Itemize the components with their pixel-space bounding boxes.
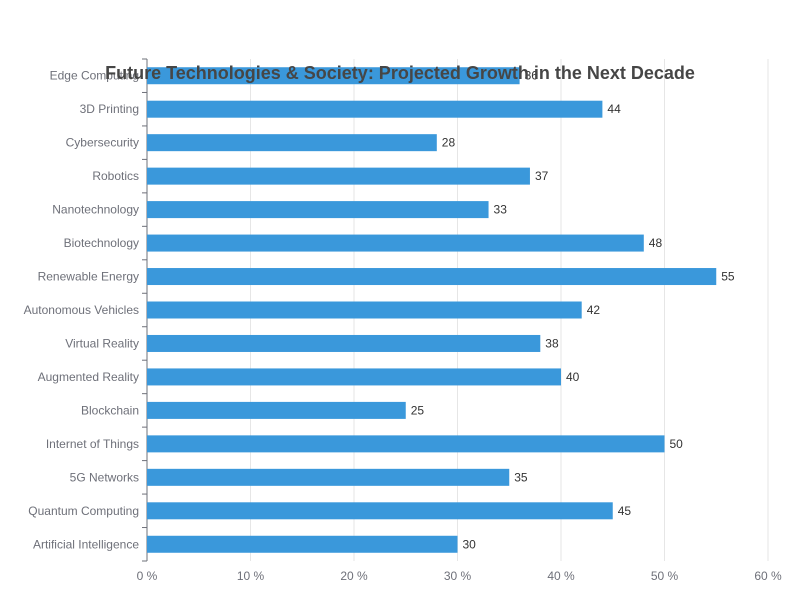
bar bbox=[147, 268, 717, 286]
bar bbox=[147, 67, 520, 85]
y-tick-label: Robotics bbox=[92, 169, 139, 183]
data-label: 30 bbox=[463, 537, 477, 551]
bar bbox=[147, 435, 665, 453]
x-tick-label: 20 % bbox=[340, 569, 368, 583]
bar bbox=[147, 401, 406, 419]
y-tick-label: Edge Computing bbox=[50, 69, 139, 83]
data-labels: 30 45 35 50 25 40 38 42 55 48 33 37 28 44 36 bbox=[411, 69, 735, 552]
bar bbox=[147, 234, 644, 252]
bar bbox=[147, 334, 541, 352]
y-tick-label: 3D Printing bbox=[80, 102, 139, 116]
data-label: 48 bbox=[649, 236, 663, 250]
bar bbox=[147, 468, 510, 486]
bar bbox=[147, 134, 437, 152]
x-tick-label: 50 % bbox=[651, 569, 679, 583]
data-label: 44 bbox=[607, 102, 621, 116]
data-label: 45 bbox=[618, 504, 632, 518]
x-tick-label: 10 % bbox=[237, 569, 265, 583]
x-tick-label: 30 % bbox=[444, 569, 472, 583]
y-tick-label: Renewable Energy bbox=[38, 270, 139, 284]
data-label: 35 bbox=[514, 470, 528, 484]
y-tick-label: Artificial Intelligence bbox=[33, 537, 139, 551]
y-tick-label: Virtual Reality bbox=[65, 336, 139, 350]
y-tick-label: Quantum Computing bbox=[28, 504, 139, 518]
x-tick-label: 0 % bbox=[137, 569, 158, 583]
y-tick-label: Blockchain bbox=[81, 403, 139, 417]
data-label: 25 bbox=[411, 403, 425, 417]
data-label: 38 bbox=[545, 336, 559, 350]
x-tick-label: 60 % bbox=[754, 569, 782, 583]
bar bbox=[147, 201, 489, 219]
bar bbox=[147, 368, 561, 386]
data-label: 36 bbox=[525, 69, 539, 83]
y-tick-label: Biotechnology bbox=[64, 236, 139, 250]
data-label: 50 bbox=[670, 437, 684, 451]
y-tick-label: Nanotechnology bbox=[52, 203, 139, 217]
y-tick-label: Cybersecurity bbox=[66, 136, 139, 150]
data-label: 28 bbox=[442, 136, 456, 150]
x-tick-label: 40 % bbox=[547, 569, 575, 583]
bar bbox=[147, 502, 613, 520]
y-tick-label: Autonomous Vehicles bbox=[24, 303, 139, 317]
bar bbox=[147, 100, 603, 118]
data-label: 42 bbox=[587, 303, 601, 317]
bar bbox=[147, 301, 582, 319]
data-label: 40 bbox=[566, 370, 580, 384]
chart-title: Future Technologies & Society: Projected… bbox=[105, 63, 695, 83]
axes: 0 % 10 % 20 % 30 % 40 % 50 % 60 % Artificial In… bbox=[24, 58, 782, 583]
data-label: 37 bbox=[535, 169, 549, 183]
y-tick-label: Internet of Things bbox=[46, 437, 139, 451]
bars bbox=[147, 67, 717, 553]
y-tick-label: Augmented Reality bbox=[38, 370, 139, 384]
data-label: 55 bbox=[721, 270, 735, 284]
data-label: 33 bbox=[494, 203, 508, 217]
bar bbox=[147, 535, 458, 553]
y-tick-label: 5G Networks bbox=[70, 470, 139, 484]
bar bbox=[147, 167, 530, 185]
